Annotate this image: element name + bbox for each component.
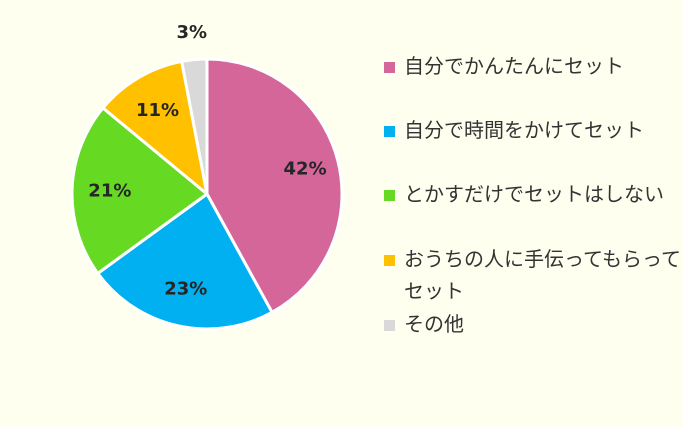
pie-slice-4 xyxy=(180,57,209,196)
data-label-0: 42% xyxy=(284,158,327,179)
legend-label-4: その他 xyxy=(404,312,464,336)
legend-label-3: おうちの人に手伝ってもらってセット xyxy=(404,247,681,303)
pie-slice-3 xyxy=(101,59,209,196)
pie-slice-2 xyxy=(70,106,209,275)
data-label-1: 23% xyxy=(164,278,207,299)
legend-swatch-4 xyxy=(384,320,395,331)
data-label-2: 21% xyxy=(88,180,131,201)
data-label-4: 3% xyxy=(176,22,207,43)
legend-label-2: とかすだけでセットはしない xyxy=(404,182,664,206)
legend-label-1: 自分で時間をかけてセット xyxy=(404,118,644,142)
pie-slice-1 xyxy=(96,192,274,331)
legend-swatch-0 xyxy=(384,62,395,73)
legend-label-0: 自分でかんたんにセット xyxy=(404,54,624,78)
pie-slice-0 xyxy=(205,57,344,314)
legend-swatch-2 xyxy=(384,190,395,201)
legend-swatch-3 xyxy=(384,255,395,266)
data-label-3: 11% xyxy=(136,100,179,121)
legend-swatch-1 xyxy=(384,126,395,137)
